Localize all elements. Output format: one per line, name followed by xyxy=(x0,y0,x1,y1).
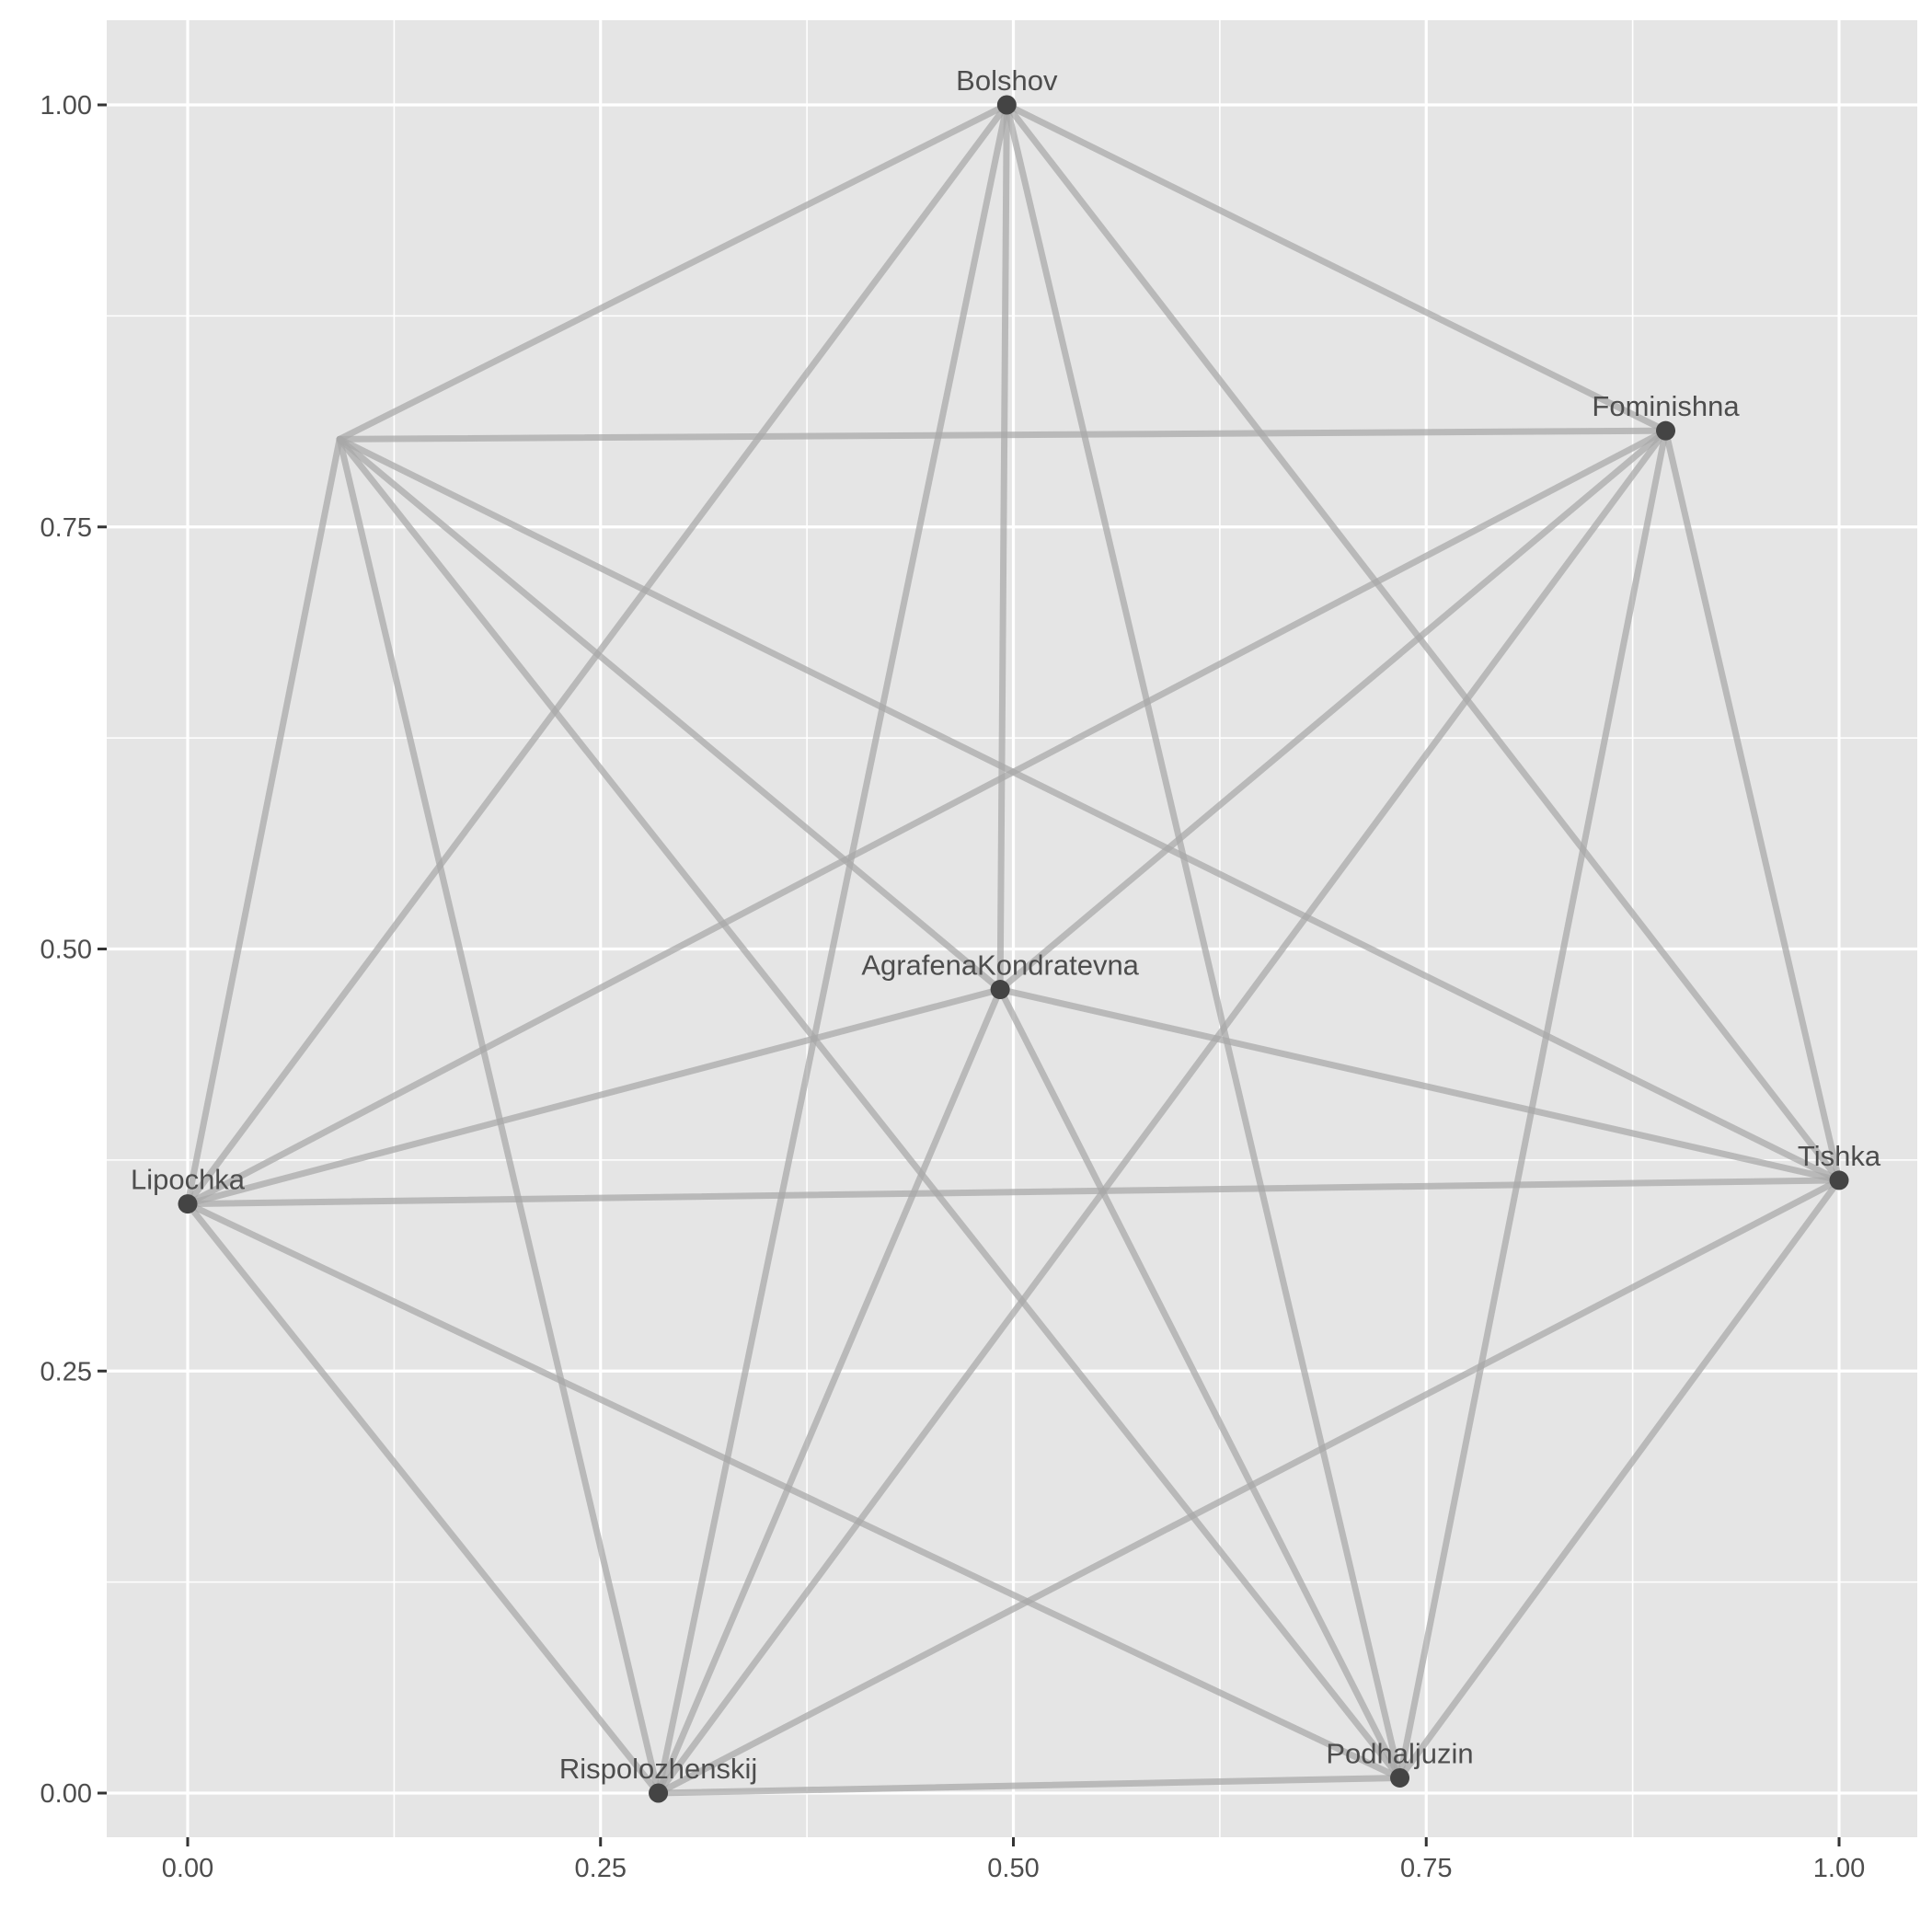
y-tick-label: 0.00 xyxy=(40,1779,92,1809)
node-Tishka xyxy=(1829,1170,1849,1190)
y-tick-label: 0.50 xyxy=(40,936,92,965)
edge-Bolshov-Rispolozhenskij xyxy=(655,101,1010,1797)
edge-Fominishna-AgrafenaKondratevna xyxy=(996,427,1670,994)
edge-Lipochka-AgrafenaKondratevna xyxy=(184,986,1004,1208)
node-Lipochka xyxy=(178,1194,198,1214)
y-axis: 0.00 0.25 0.50 0.75 1.00 xyxy=(40,91,107,1809)
x-tick-label: 0.75 xyxy=(1400,1854,1452,1883)
edge-Fominishna-Podhaljuzin xyxy=(1397,427,1670,1781)
x-tick-label: 0.50 xyxy=(987,1854,1039,1883)
node-label-Tishka: Tishka xyxy=(1798,1140,1881,1172)
edge-Bolshov-Podhaljuzin xyxy=(1003,101,1404,1781)
edge-Tishka-unlabeled xyxy=(336,435,1843,1184)
node-label-Bolshov: Bolshov xyxy=(956,64,1058,97)
edge-Tishka-Lipochka xyxy=(184,1177,1843,1208)
edge-Bolshov-AgrafenaKondratevna xyxy=(996,101,1010,994)
node-label-Fominishna: Fominishna xyxy=(1592,390,1740,422)
node-label-AgrafenaKondratevna: AgrafenaKondratevna xyxy=(861,949,1139,982)
edge-Lipochka-unlabeled xyxy=(184,435,343,1208)
node-Fominishna xyxy=(1656,420,1676,441)
edge-Rispolozhenskij-AgrafenaKondratevna xyxy=(655,986,1004,1797)
edge-Podhaljuzin-Lipochka xyxy=(184,1201,1404,1781)
node-label-Rispolozhenskij: Rispolozhenskij xyxy=(559,1753,757,1785)
edge-Bolshov-Tishka xyxy=(1003,101,1843,1184)
edge-Fominishna-Lipochka xyxy=(184,427,1670,1208)
edge-Tishka-AgrafenaKondratevna xyxy=(996,986,1843,1184)
edge-Fominishna-unlabeled xyxy=(336,427,1670,443)
edges xyxy=(184,101,1843,1797)
node-Rispolozhenskij xyxy=(649,1783,669,1803)
nodes xyxy=(178,95,1849,1803)
x-tick-label: 0.25 xyxy=(575,1854,627,1883)
edge-Podhaljuzin-Rispolozhenskij xyxy=(655,1774,1404,1797)
edge-Rispolozhenskij-unlabeled xyxy=(336,435,662,1797)
edge-Rispolozhenskij-Lipochka xyxy=(184,1201,662,1797)
edge-unlabeled-AgrafenaKondratevna xyxy=(336,435,1004,994)
edge-Tishka-Podhaljuzin xyxy=(1397,1177,1843,1781)
x-tick-label: 1.00 xyxy=(1813,1854,1865,1883)
edge-Fominishna-Rispolozhenskij xyxy=(655,427,1670,1797)
y-tick-label: 1.00 xyxy=(40,91,92,121)
node-AgrafenaKondratevna xyxy=(990,980,1010,1000)
edge-Bolshov-Fominishna xyxy=(1003,101,1670,434)
node-labels: Bolshov Fominishna Tishka Podhaljuzin Rispol… xyxy=(131,64,1881,1785)
edge-Fominishna-Tishka xyxy=(1662,427,1843,1184)
node-Bolshov xyxy=(996,95,1017,115)
node-label-Podhaljuzin: Podhaljuzin xyxy=(1326,1737,1473,1769)
y-tick-label: 0.75 xyxy=(40,513,92,543)
node-Podhaljuzin xyxy=(1390,1767,1410,1788)
x-tick-label: 0.00 xyxy=(162,1854,213,1883)
edge-Bolshov-unlabeled xyxy=(336,101,1010,443)
x-axis: 0.00 0.25 0.50 0.75 1.00 xyxy=(162,1837,1865,1883)
y-tick-label: 0.25 xyxy=(40,1357,92,1386)
edge-Podhaljuzin-unlabeled xyxy=(336,435,1404,1781)
edge-Podhaljuzin-AgrafenaKondratevna xyxy=(996,986,1404,1781)
node-label-Lipochka: Lipochka xyxy=(131,1164,246,1196)
